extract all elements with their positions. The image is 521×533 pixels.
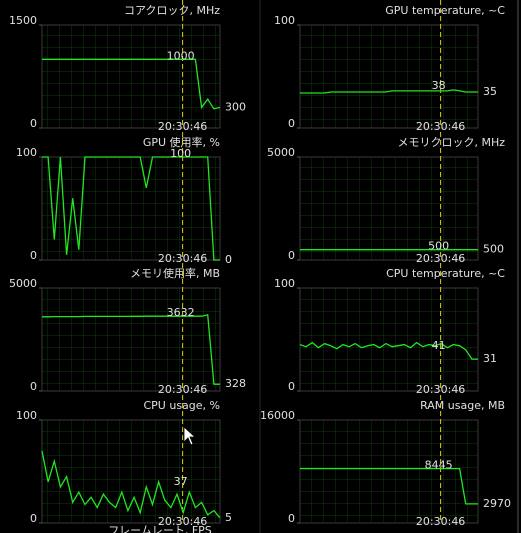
panel-title: RAM usage, MB bbox=[420, 399, 505, 412]
series-line bbox=[299, 341, 478, 360]
y-tick-label: 0 bbox=[288, 249, 295, 262]
panel-title: メモリ使用率, MB bbox=[130, 266, 220, 280]
current-value-label: 300 bbox=[225, 100, 246, 113]
series-line bbox=[41, 450, 221, 519]
current-value-label: 5 bbox=[225, 511, 232, 524]
y-tick-label: 0 bbox=[288, 380, 295, 393]
y-tick-label: 16000 bbox=[260, 409, 295, 422]
cursor-value-label: 37 bbox=[174, 475, 188, 488]
y-tick-label: 0 bbox=[30, 117, 37, 130]
y-tick-label: 0 bbox=[288, 512, 295, 525]
cursor-value-label: 38 bbox=[432, 79, 446, 92]
y-tick-label: 0 bbox=[288, 117, 295, 130]
cursor-value-label: 8445 bbox=[425, 459, 453, 472]
cursor-value-label: 100 bbox=[170, 147, 191, 160]
footer-title: フレームレート, FPS bbox=[108, 524, 212, 533]
series-line bbox=[42, 313, 220, 385]
y-tick-label: 100 bbox=[16, 146, 37, 159]
series-line bbox=[300, 467, 478, 505]
cursor-time-label: 20:30:46 bbox=[416, 252, 465, 265]
cursor-time-label: 20:30:46 bbox=[158, 120, 207, 133]
current-value-label: 35 bbox=[483, 85, 497, 98]
plot-area bbox=[41, 24, 221, 129]
panel-title: GPU temperature, ~C bbox=[385, 4, 505, 17]
y-tick-label: 1500 bbox=[9, 14, 37, 27]
series-line bbox=[42, 58, 221, 110]
cursor-time-label: 20:30:46 bbox=[158, 383, 207, 396]
panel-title: CPU temperature, ~C bbox=[386, 267, 505, 280]
cursor-value-label: 1000 bbox=[167, 49, 195, 62]
cursor-time-label: 20:30:46 bbox=[416, 383, 465, 396]
plot-area bbox=[299, 156, 479, 261]
cursor-time-label: 20:30:46 bbox=[416, 515, 465, 528]
panel-title: GPU 使用率, % bbox=[143, 135, 220, 149]
current-value-label: 500 bbox=[483, 243, 504, 256]
series-line bbox=[300, 89, 478, 94]
panel-title: CPU usage, % bbox=[143, 399, 220, 412]
y-tick-label: 100 bbox=[16, 409, 37, 422]
current-value-label: 2970 bbox=[483, 497, 511, 510]
cursor-time-label: 20:30:46 bbox=[416, 120, 465, 133]
plot-area bbox=[299, 24, 479, 129]
cursor-value-label: 3632 bbox=[167, 306, 195, 319]
current-value-label: 0 bbox=[225, 253, 232, 266]
plot-area bbox=[299, 287, 479, 392]
cursor-value-label: 41 bbox=[432, 339, 446, 352]
panel-title: コアクロック, MHz bbox=[124, 4, 220, 17]
panel-title: メモリクロック, MHz bbox=[397, 136, 505, 149]
cursor-time-label: 20:30:46 bbox=[158, 515, 207, 528]
y-tick-label: 100 bbox=[274, 14, 295, 27]
mouse-pointer bbox=[183, 426, 197, 446]
y-tick-label: 100 bbox=[274, 277, 295, 290]
y-tick-label: 0 bbox=[30, 249, 37, 262]
y-tick-label: 0 bbox=[30, 380, 37, 393]
current-value-label: 328 bbox=[225, 377, 246, 390]
cursor-time-label: 20:30:46 bbox=[158, 252, 207, 265]
y-tick-label: 0 bbox=[30, 512, 37, 525]
cursor-value-label: 500 bbox=[428, 240, 449, 253]
plot-area bbox=[299, 419, 479, 524]
y-tick-label: 5000 bbox=[267, 146, 295, 159]
plot-area bbox=[41, 156, 221, 261]
current-value-label: 31 bbox=[483, 352, 497, 365]
plot-area bbox=[41, 287, 221, 392]
series-line bbox=[42, 156, 220, 261]
y-tick-label: 5000 bbox=[9, 277, 37, 290]
